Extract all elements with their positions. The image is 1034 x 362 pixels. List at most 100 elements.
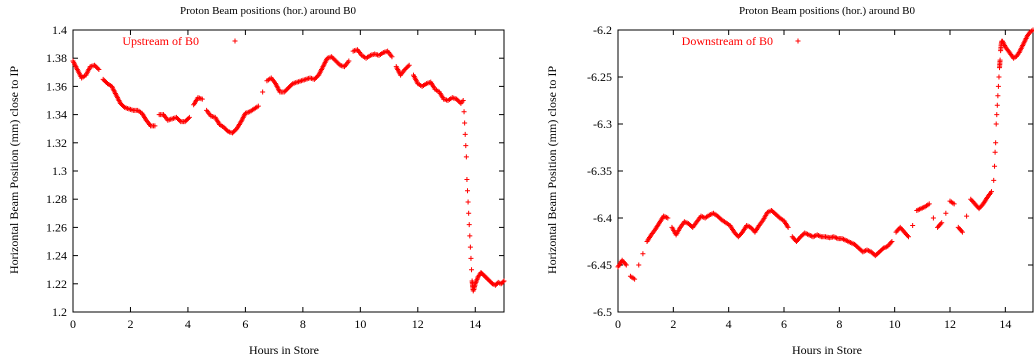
data-point [943, 210, 949, 216]
data-point [785, 224, 791, 230]
data-point [460, 98, 466, 103]
y-tick-label: 1.26 [46, 220, 67, 234]
data-point [185, 115, 191, 121]
data-point [996, 74, 1002, 80]
data-point [465, 199, 471, 205]
y-tick-label: -6.2 [593, 23, 612, 37]
chart-upstream: Proton Beam positions (hor.) around B0 H… [7, 5, 507, 357]
data-point [199, 96, 205, 102]
x-tick-label: 0 [70, 317, 76, 331]
x-ticks: 0 2 4 6 8 10 12 14 [615, 30, 1011, 331]
x-tick-label: 6 [242, 317, 248, 331]
x-tick-label: 2 [127, 317, 133, 331]
x-tick-label: 4 [726, 317, 732, 331]
y-tick-label: 1.36 [46, 79, 67, 93]
y-tick-label: -6.45 [587, 258, 612, 272]
y-tick-label: 1.22 [46, 277, 67, 291]
legend-marker-symbol [232, 38, 238, 44]
data-point [289, 82, 295, 88]
y-tick-label: -6.3 [593, 117, 612, 131]
data-point [665, 215, 671, 221]
data-point [995, 93, 1001, 99]
x-tick-label: 2 [670, 317, 676, 331]
data-point [462, 120, 468, 126]
data-point [930, 215, 936, 221]
data-point [997, 57, 1003, 63]
data-point [467, 233, 473, 239]
data-point [177, 118, 183, 124]
y-tick-label: -6.5 [593, 305, 612, 319]
data-point [991, 177, 997, 183]
data-point [405, 63, 411, 69]
y-tick-label: 1.3 [52, 164, 67, 178]
data-point [462, 131, 468, 137]
y-ticks: -6.5 -6.45 -6.4 -6.35 -6.3 -6.25 -6.2 [587, 23, 1033, 319]
data-point [501, 278, 507, 284]
x-tick-label: 14 [999, 317, 1011, 331]
x-tick-label: 14 [469, 317, 481, 331]
x-tick-label: 8 [836, 317, 842, 331]
x-tick-label: 10 [889, 317, 901, 331]
data-point [995, 83, 1001, 89]
data-point [992, 163, 998, 169]
data-point [992, 149, 998, 155]
chart-title: Proton Beam positions (hor.) around B0 [180, 5, 356, 17]
data-point [636, 262, 642, 268]
y-tick-label: 1.38 [46, 51, 67, 65]
data-point [964, 213, 970, 219]
y-tick-label: 1.28 [46, 192, 67, 206]
data-point [632, 276, 638, 282]
data-point [463, 154, 469, 160]
data-point [346, 58, 352, 64]
y-tick-label: 1.2 [52, 305, 67, 319]
y-tick-label: 1.4 [52, 23, 67, 37]
x-ticks: 0 2 4 6 8 10 12 14 [70, 30, 481, 331]
x-tick-label: 10 [354, 317, 366, 331]
y-tick-label: -6.25 [587, 70, 612, 84]
data-point [959, 229, 965, 235]
data-point [926, 201, 932, 207]
data-point [186, 114, 192, 120]
data-point [623, 262, 629, 268]
y-tick-label: -6.4 [593, 211, 612, 225]
plot-frame [617, 29, 1034, 313]
y-axis-label: Horizontal Beam Position (mm) close to I… [7, 66, 21, 274]
data-point [994, 102, 1000, 108]
data-point [121, 103, 127, 109]
x-tick-label: 6 [781, 317, 787, 331]
data-point [989, 189, 994, 195]
data-point [461, 109, 467, 115]
chart-upstream-panel: Proton Beam positions (hor.) around B0 H… [7, 5, 507, 357]
x-tick-label: 12 [412, 317, 424, 331]
data-point [889, 239, 895, 244]
data-point [906, 234, 911, 240]
data-point [336, 61, 342, 67]
data-point [406, 62, 412, 68]
data-point [95, 65, 101, 71]
chart-downstream: Proton Beam positions (hor.) around B0 H… [545, 5, 1034, 357]
data-points [615, 27, 1034, 282]
y-tick-label: 1.32 [46, 136, 67, 150]
data-point [993, 140, 999, 146]
y-ticks: 1.2 1.22 1.24 1.26 1.28 1.3 1.32 1.34 1.36 1.38 1.… [46, 23, 504, 319]
y-axis-label: Horizontal Beam Position (mm) close to I… [545, 66, 559, 274]
chart-downstream-panel: Proton Beam positions (hor.) around B0 H… [517, 0, 1034, 362]
y-tick-label: -6.35 [587, 164, 612, 178]
x-tick-label: 0 [615, 317, 621, 331]
data-point [260, 89, 266, 95]
data-point [466, 222, 472, 228]
data-point [993, 121, 999, 127]
data-point [939, 220, 945, 226]
data-point [469, 267, 475, 273]
x-tick-label: 12 [944, 317, 956, 331]
data-point [500, 279, 506, 285]
x-tick-label: 8 [300, 317, 306, 331]
data-point [96, 66, 102, 72]
data-point [255, 103, 261, 109]
x-axis-label: Hours in Store [792, 343, 862, 357]
data-point [464, 176, 470, 182]
legend-marker [232, 38, 238, 44]
legend-label: Downstream of B0 [682, 34, 773, 48]
data-point [468, 255, 474, 261]
data-point [224, 127, 230, 133]
